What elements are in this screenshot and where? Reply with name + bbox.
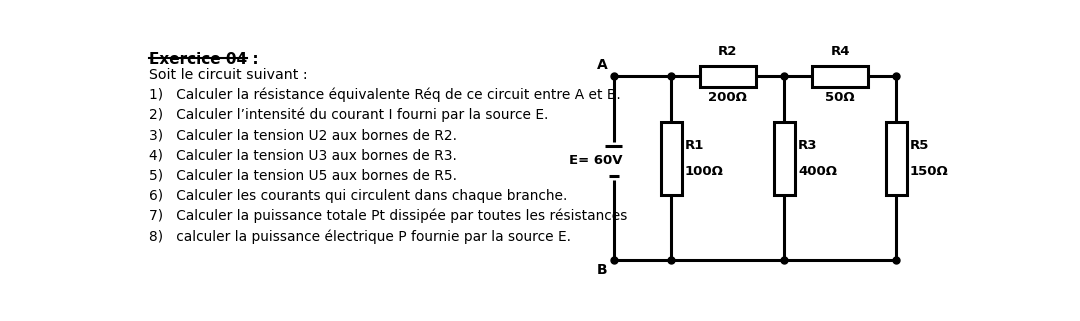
Text: Soit le circuit suivant :: Soit le circuit suivant :	[149, 68, 308, 82]
Text: R2: R2	[718, 45, 738, 58]
Text: Exercice 04 :: Exercice 04 :	[149, 52, 258, 67]
Text: 400Ω: 400Ω	[798, 165, 837, 178]
Text: 150Ω: 150Ω	[909, 165, 948, 178]
Text: 5)   Calculer la tension U5 aux bornes de R5.: 5) Calculer la tension U5 aux bornes de …	[149, 169, 457, 183]
Text: B: B	[597, 263, 608, 277]
Text: 1)   Calculer la résistance équivalente Réq de ce circuit entre A et B.: 1) Calculer la résistance équivalente Ré…	[149, 88, 621, 102]
Text: R5: R5	[909, 140, 929, 152]
Text: 200Ω: 200Ω	[708, 91, 747, 104]
Text: 4)   Calculer la tension U3 aux bornes de R3.: 4) Calculer la tension U3 aux bornes de …	[149, 148, 457, 162]
Text: 6)   Calculer les courants qui circulent dans chaque branche.: 6) Calculer les courants qui circulent d…	[149, 189, 567, 203]
Text: 50Ω: 50Ω	[825, 91, 855, 104]
Text: 2)   Calculer l’intensité du courant I fourni par la source E.: 2) Calculer l’intensité du courant I fou…	[149, 108, 549, 123]
Text: 100Ω: 100Ω	[685, 165, 724, 178]
Bar	[886, 122, 906, 195]
Bar	[661, 122, 681, 195]
Text: A: A	[597, 58, 608, 73]
Text: 8)   calculer la puissance électrique P fournie par la source E.: 8) calculer la puissance électrique P fo…	[149, 229, 571, 244]
Text: R3: R3	[798, 140, 818, 152]
Text: 3)   Calculer la tension U2 aux bornes de R2.: 3) Calculer la tension U2 aux bornes de …	[149, 128, 457, 142]
Text: 7)   Calculer la puissance totale Pt dissipée par toutes les résistances: 7) Calculer la puissance totale Pt dissi…	[149, 209, 627, 223]
Bar	[700, 66, 756, 87]
Text: E= 60V: E= 60V	[569, 154, 622, 168]
Text: R1: R1	[685, 140, 704, 152]
Bar	[774, 122, 795, 195]
Text: R4: R4	[831, 45, 850, 58]
Bar	[812, 66, 868, 87]
